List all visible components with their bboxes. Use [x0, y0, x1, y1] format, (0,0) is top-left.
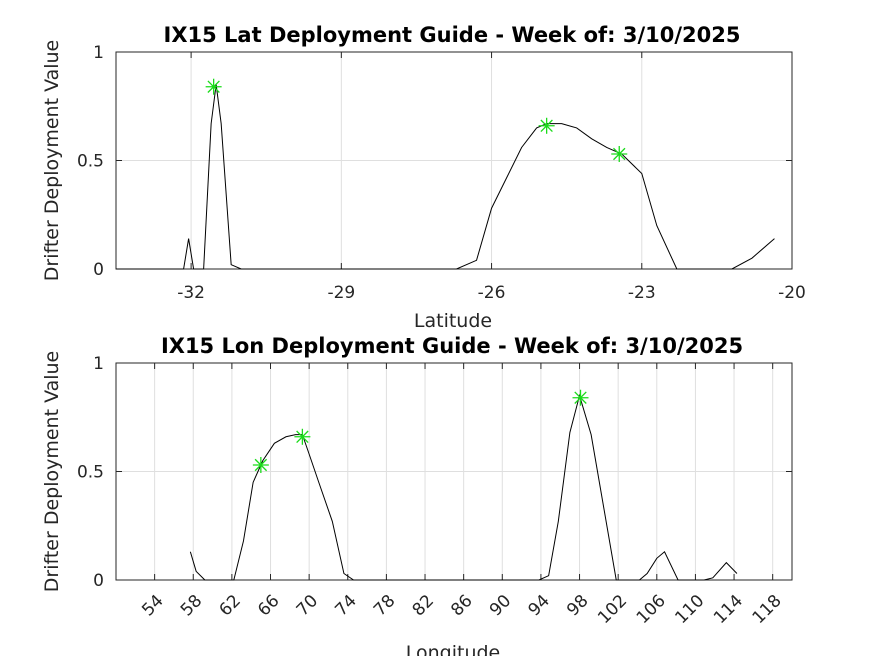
x-tick-label: 110 [671, 591, 708, 628]
x-tick-label: 106 [633, 591, 670, 628]
x-tick-label: 90 [486, 591, 515, 620]
y-tick-label: 1 [93, 43, 104, 63]
optimal-point-marker [252, 456, 269, 473]
y-tick-label: 0.5 [77, 463, 104, 483]
x-tick-label: 66 [254, 591, 283, 620]
x-tick-label: 82 [409, 591, 438, 620]
y-tick-label: 0.5 [77, 152, 104, 172]
chart-title: IX15 Lat Deployment Guide - Week of: 3/1… [164, 23, 741, 47]
x-tick-label: 86 [447, 591, 476, 620]
optimal-point-marker [538, 117, 555, 134]
chart-title: IX15 Lon Deployment Guide - Week of: 3/1… [161, 334, 743, 358]
x-tick-label: 70 [293, 591, 322, 620]
x-tick-label: 102 [594, 591, 631, 628]
chart-panel-latitude: -32 -29 -26 -23 -20 0 0.5 1 IX15 Lat Deployment … [41, 23, 806, 332]
chart-panel-longitude: 54 58 62 66 70 74 78 82 86 90 94 98 102 106 110 114 118 0… [41, 334, 793, 656]
y-tick-label: 1 [93, 354, 104, 374]
optimal-point-marker [611, 145, 628, 162]
y-tick-label: 0 [93, 260, 104, 280]
x-tick-label: 118 [749, 591, 786, 628]
series-line [189, 393, 738, 581]
x-tick-label: -20 [778, 283, 806, 303]
x-tick-label: -23 [628, 283, 656, 303]
x-tick-label: -32 [177, 283, 205, 303]
y-tick-label: 0 [93, 571, 104, 591]
x-tick-label: -29 [327, 283, 355, 303]
x-tick-label: 94 [525, 591, 554, 620]
y-axis-label: Drifter Deployment Value [41, 351, 63, 593]
x-tick-label: 114 [710, 591, 747, 628]
x-axis-label: Latitude [414, 310, 492, 332]
optimal-point-marker [205, 78, 222, 95]
x-tick-label: 98 [563, 591, 592, 620]
x-tick-label: 78 [370, 591, 399, 620]
x-tick-label: 58 [177, 591, 206, 620]
x-axis-label: Longitude [406, 642, 501, 656]
series-line [116, 84, 775, 270]
optimal-point-marker [294, 428, 311, 445]
y-axis-label: Drifter Deployment Value [41, 40, 63, 282]
x-tick-label: 62 [216, 591, 245, 620]
x-tick-label: 74 [331, 591, 360, 620]
x-tick-label: -26 [478, 283, 506, 303]
x-tick-label: 54 [138, 591, 167, 620]
optimal-point-marker [572, 389, 589, 406]
